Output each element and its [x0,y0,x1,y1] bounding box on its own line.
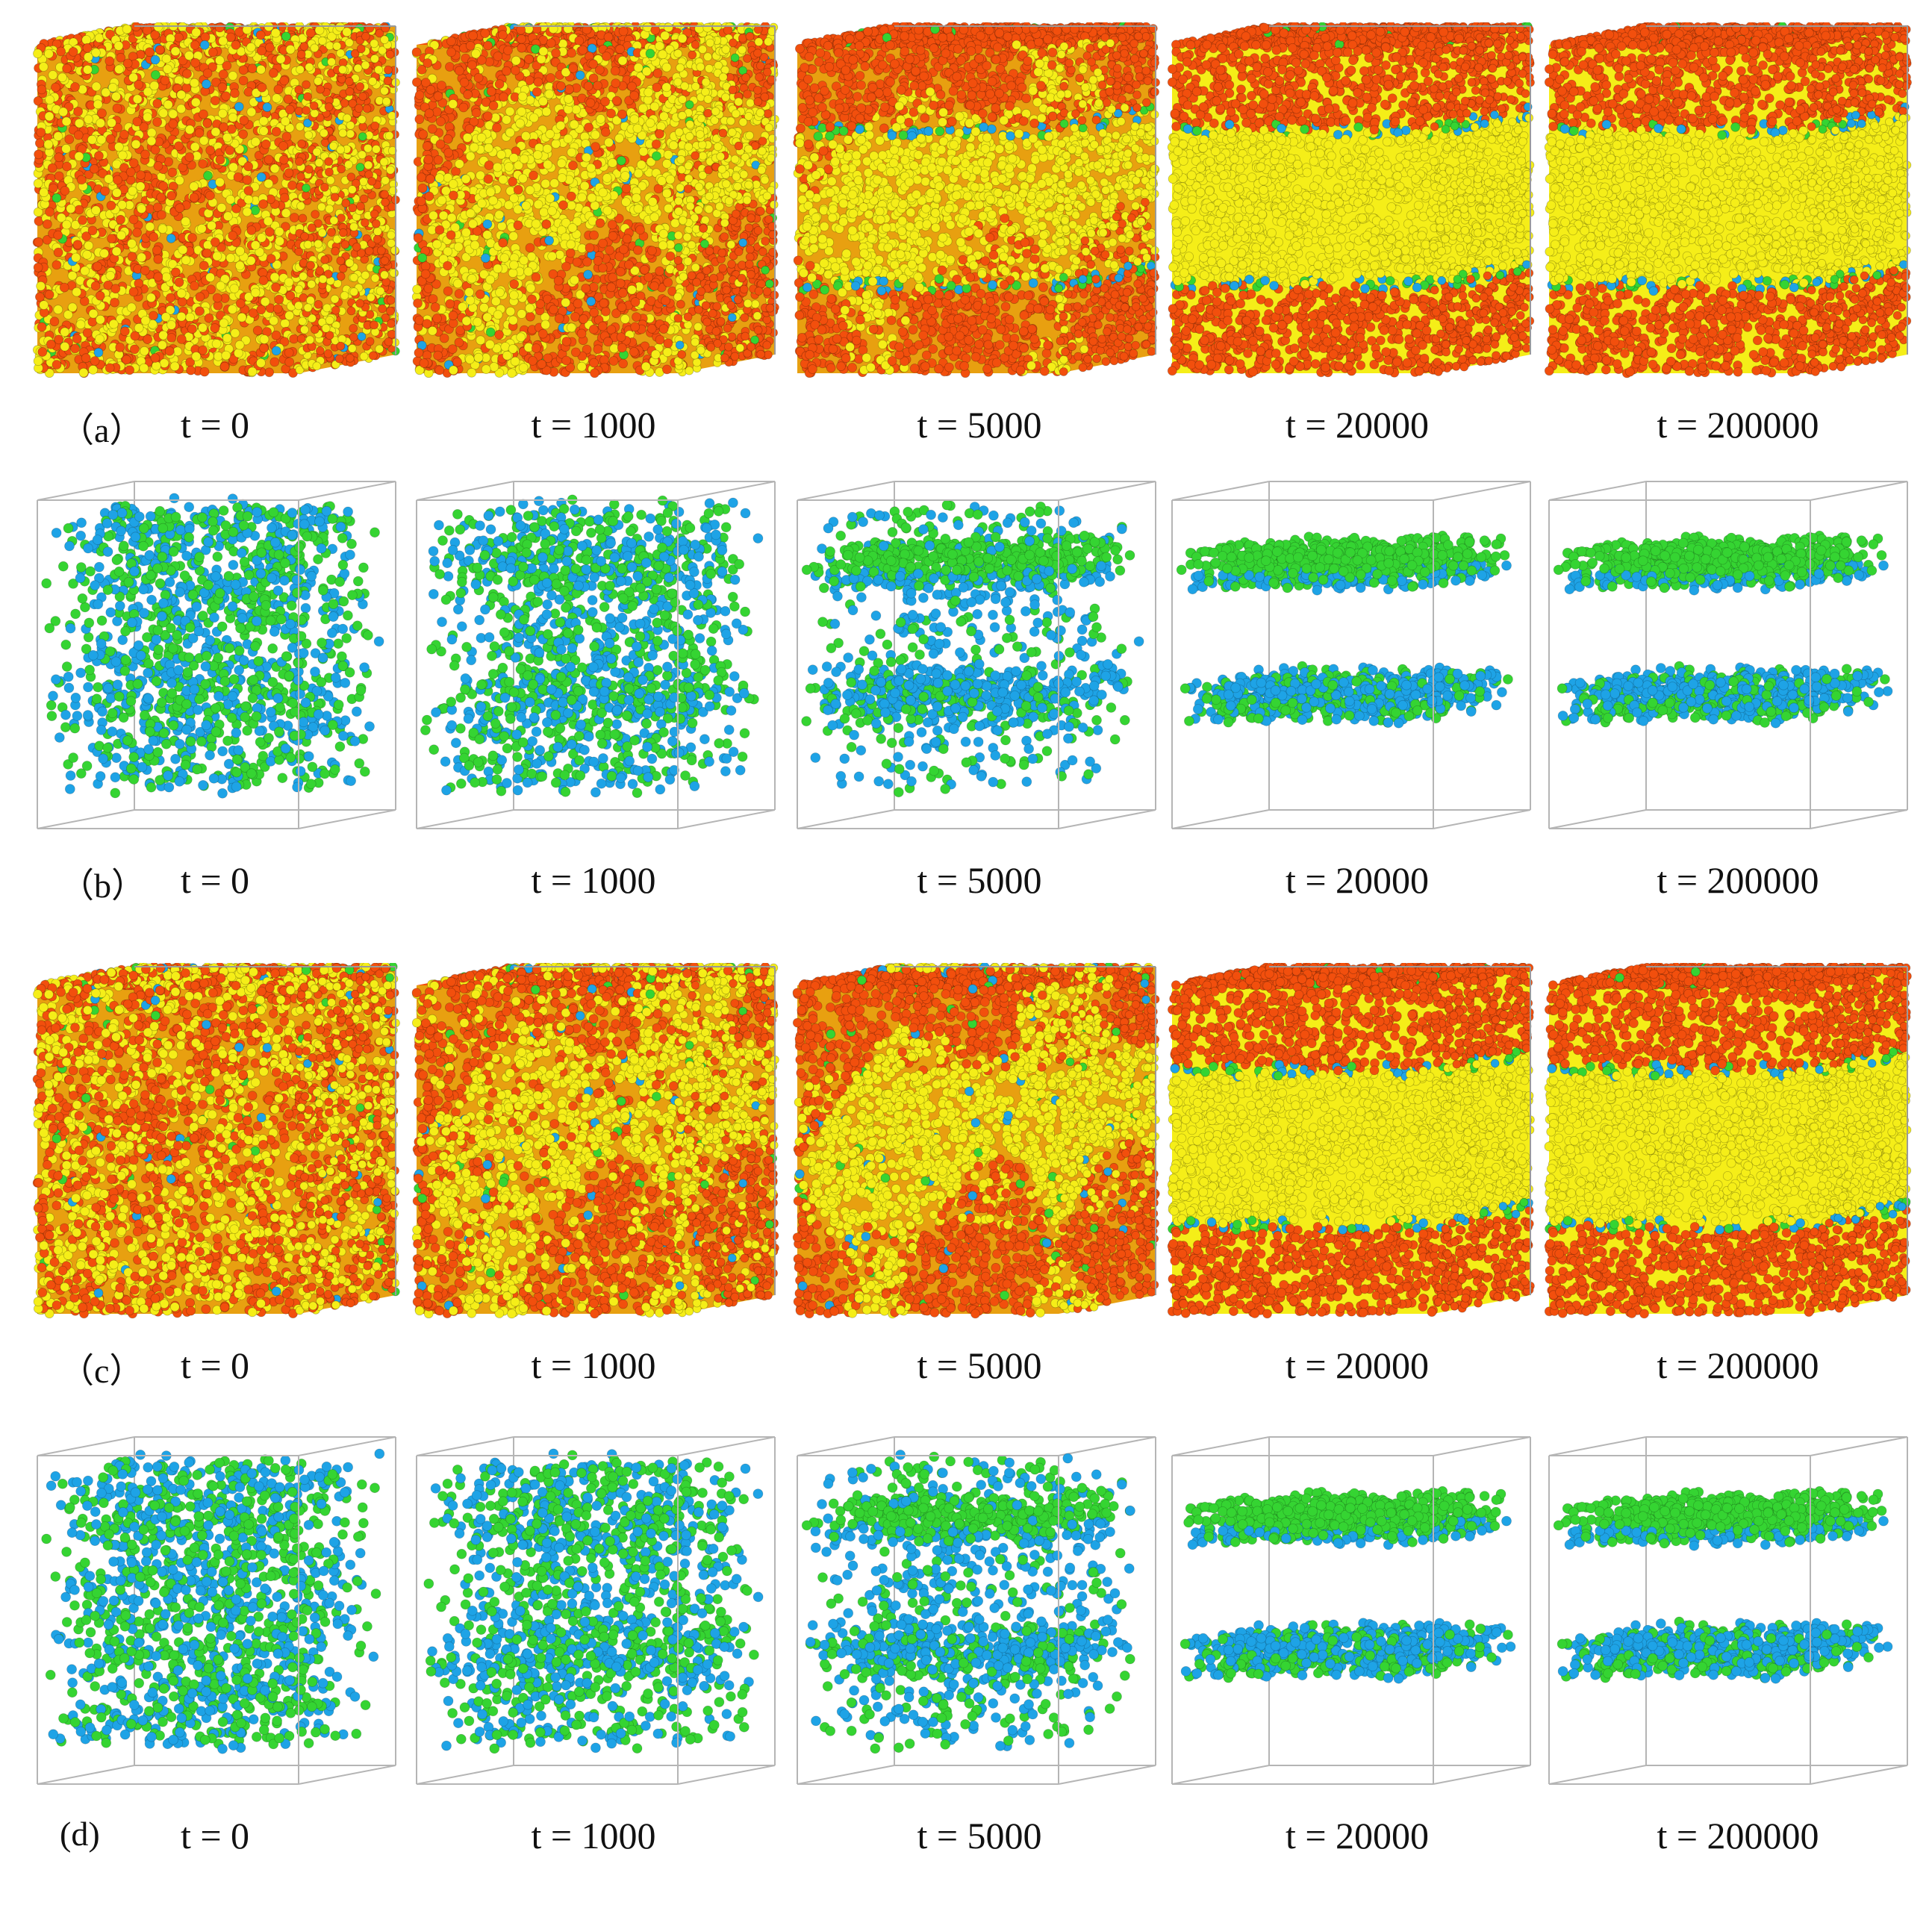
time-label: t = 5000 [793,1814,1166,1857]
time-label: t = 20000 [1171,858,1544,902]
cube-render [416,481,776,829]
time-label: t = 5000 [793,1344,1166,1387]
cube-render [411,22,779,378]
interface-snapshot-cube [30,1433,403,1806]
cube-render [1167,22,1535,378]
time-label: t = 200000 [1551,1814,1925,1857]
cube-render [1544,22,1912,378]
cube-render [797,1436,1156,1785]
panel-strip [0,22,1932,396]
cube-render [1171,1436,1531,1785]
time-label: t = 0 [28,858,402,902]
cube-render [793,22,1160,378]
interface-snapshot-cube [409,1433,782,1806]
cube-render [1544,963,1912,1319]
cube-render [416,1436,776,1785]
time-label: t = 20000 [1171,403,1544,446]
cube-render [797,481,1156,829]
bulk-snapshot-cube [30,22,403,396]
row-label: （b） [60,858,146,908]
time-label: t = 200000 [1551,403,1925,446]
cube-render [1548,1436,1908,1785]
bulk-snapshot-cube [30,963,403,1336]
time-label: t = 5000 [793,403,1166,446]
row-label: （c） [60,1344,143,1393]
row-label: （a） [60,403,143,452]
time-label: t = 20000 [1171,1814,1544,1857]
interface-snapshot-cube [790,1433,1163,1806]
interface-snapshot-cube [1542,1433,1915,1806]
panel-strip [0,1433,1932,1806]
bulk-snapshot-cube [1542,22,1915,396]
cube-render [32,22,400,378]
time-label: t = 0 [28,1814,402,1857]
cube-render [1171,481,1531,829]
cube-render [1548,481,1908,829]
panel-strip [0,478,1932,851]
panel-strip [0,963,1932,1336]
bulk-snapshot-cube [409,963,782,1336]
cube-render [411,963,779,1319]
interface-snapshot-cube [1165,1433,1538,1806]
interface-snapshot-cube [790,478,1163,851]
bulk-snapshot-cube [1165,963,1538,1336]
interface-snapshot-cube [409,478,782,851]
time-label: t = 0 [28,1344,402,1387]
time-label: t = 1000 [407,403,780,446]
time-label: t = 0 [28,403,402,446]
cube-render [37,1436,396,1785]
bulk-snapshot-cube [409,22,782,396]
bulk-snapshot-cube [1165,22,1538,396]
bulk-snapshot-cube [790,22,1163,396]
cube-render [32,963,400,1319]
interface-snapshot-cube [1165,478,1538,851]
cube-render [37,481,396,829]
time-label: t = 200000 [1551,858,1925,902]
time-label: t = 1000 [407,1814,780,1857]
time-label: t = 20000 [1171,1344,1544,1387]
cube-render [1167,963,1535,1319]
time-label: t = 1000 [407,858,780,902]
bulk-snapshot-cube [790,963,1163,1336]
row-label: (d) [60,1814,100,1854]
interface-snapshot-cube [1542,478,1915,851]
time-label: t = 200000 [1551,1344,1925,1387]
time-label: t = 1000 [407,1344,780,1387]
cube-render [792,963,1160,1319]
interface-snapshot-cube [30,478,403,851]
bulk-snapshot-cube [1542,963,1915,1336]
time-label: t = 5000 [793,858,1166,902]
